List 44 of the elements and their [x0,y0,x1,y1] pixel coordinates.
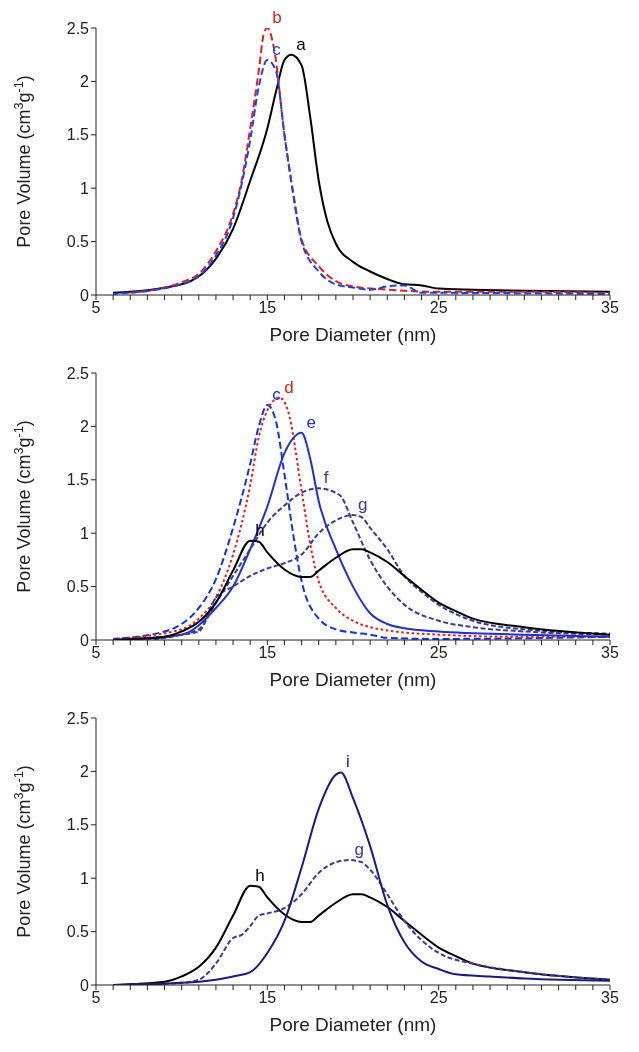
y-tick-label: 1.5 [66,126,90,144]
x-tick-label: 35 [601,644,619,662]
x-tick-label: 35 [601,299,619,317]
series-label: c [272,40,282,60]
y-tick-label: 1 [80,524,90,542]
y-tick-label: 0 [80,286,90,304]
series-label: b [272,8,282,27]
y-tick-label: 1.5 [66,471,90,489]
series-label: g [354,840,365,860]
series-label: a [296,34,307,54]
y-tick-label: 1 [80,869,90,887]
series-label: g [358,495,368,515]
x-tick-label: 15 [258,989,277,1007]
y-tick-label: 2 [80,418,90,436]
x-tick-label: 35 [601,989,619,1007]
y-tick-label: 2.5 [66,709,90,727]
x-tick-label: 25 [429,989,448,1007]
series-label: f [323,468,329,488]
y-tick-label: 0.5 [66,233,90,251]
y-tick-label: 2.5 [66,19,90,37]
x-tick-label: 25 [429,299,448,317]
y-tick-label: 0.5 [66,923,90,941]
x-tick-label: 5 [91,299,101,317]
y-tick-label: 0 [80,631,90,649]
x-tick-label: 5 [91,989,101,1007]
series-label: d [284,377,294,397]
y-tick-label: 1.5 [66,816,90,834]
x-axis-title: Pore Diameter (nm) [269,324,437,345]
y-tick-label: 2.5 [66,364,90,382]
y-tick-label: 2 [80,73,90,91]
x-tick-label: 5 [91,644,101,662]
y-tick-label: 0 [80,976,90,994]
series-label: h [255,865,265,885]
y-tick-label: 2 [80,763,90,781]
series-label: i [346,752,350,772]
x-tick-label: 25 [429,644,448,662]
series-label: e [306,412,317,432]
x-tick-label: 15 [258,299,277,317]
y-tick-label: 0.5 [66,578,90,596]
x-axis-title: Pore Diameter (nm) [269,669,437,690]
x-tick-label: 15 [258,644,277,662]
x-axis-title: Pore Diameter (nm) [269,1014,437,1035]
series-label: c [272,385,282,405]
y-tick-label: 1 [80,179,90,197]
